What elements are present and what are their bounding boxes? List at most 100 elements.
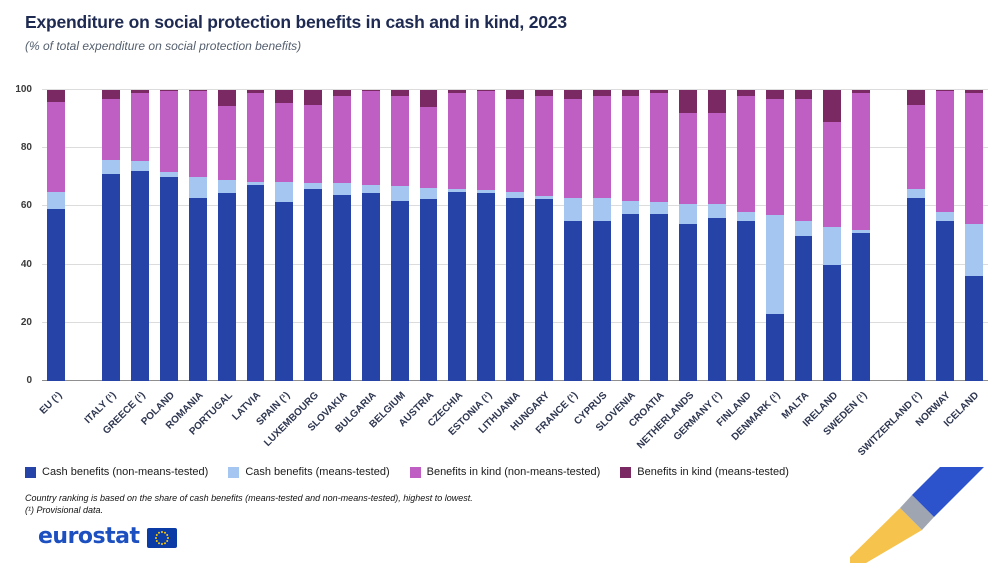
x-label-slot: GERMANY (¹) (672, 384, 732, 466)
bar-segment (131, 161, 150, 172)
bar-segment (679, 223, 698, 381)
bar-segment (188, 197, 207, 381)
bar-segment (246, 181, 265, 185)
bar-slot (270, 90, 299, 381)
bar-segment (852, 90, 871, 93)
bar-segment (333, 90, 351, 96)
bar-slot (760, 90, 789, 381)
stacked-bar (390, 90, 409, 381)
bar-segment (935, 90, 954, 92)
bar-segment (217, 193, 236, 381)
bar-segment (964, 92, 983, 224)
bar-segment (736, 95, 755, 213)
bar-segment (160, 91, 178, 172)
eu-flag-icon (146, 527, 177, 548)
bar-segment (188, 177, 207, 198)
bar-segment (592, 95, 611, 198)
bar-segment (217, 180, 236, 194)
bar-segment (592, 90, 611, 96)
bar-segment (794, 90, 813, 99)
bar-segment (907, 197, 925, 381)
bar-segment (390, 186, 409, 201)
bar-segment (650, 90, 669, 93)
bar-segment (448, 188, 467, 192)
bar-segment (563, 220, 582, 381)
bar-segment (506, 197, 524, 381)
bar-segment (736, 212, 755, 221)
x-label-slot: EU (¹) (38, 384, 71, 466)
bar-segment (765, 215, 784, 315)
bar-slot (587, 90, 616, 381)
bar-segment (102, 98, 121, 160)
bar-segment (304, 90, 323, 105)
legend-swatch-icon (25, 466, 36, 478)
stacked-bar (823, 90, 842, 381)
group-gap (71, 384, 97, 466)
x-label-slot: LATVIA (230, 384, 270, 466)
bar-segment (217, 106, 236, 181)
eurostat-logo: eurostat (38, 524, 177, 549)
bar-segment (246, 184, 265, 381)
bar-segment (823, 226, 842, 265)
bar-segment (534, 199, 553, 381)
plot-area (42, 89, 988, 381)
bar-segment (131, 92, 150, 162)
legend-label: Benefits in kind (means-tested) (637, 466, 789, 478)
stacked-bar (419, 90, 438, 381)
bar-slot (299, 90, 328, 381)
legend-label: Cash benefits (non-means-tested) (42, 466, 209, 478)
bar-segment (964, 90, 983, 93)
legend-item: Cash benefits (means-tested) (228, 466, 390, 478)
bar-segment (160, 177, 178, 381)
bar-segment (477, 190, 496, 194)
bar-segment (650, 213, 669, 381)
bar-segment (102, 90, 121, 99)
bar-segment (736, 90, 755, 96)
stacked-bar (765, 90, 784, 381)
x-label-slot: AUSTRIA (397, 384, 443, 466)
bar-segment (419, 187, 438, 200)
x-axis-labels: EU (¹) ITALY (¹) GREECE (¹) POLAND ROMANIA PO… (38, 384, 988, 466)
bar-segment (621, 200, 640, 214)
bar-segment (935, 212, 954, 221)
page-title: Expenditure on social protection benefit… (25, 12, 567, 32)
stacked-bar (506, 90, 524, 381)
x-label-slot: SWITZERLAND (¹) (856, 384, 931, 466)
bar-segment (188, 90, 207, 92)
bar-slot (645, 90, 674, 381)
bar-slot (183, 90, 212, 381)
bar-segment (275, 202, 294, 381)
legend-item: Benefits in kind (means-tested) (620, 466, 789, 478)
decorative-ribbon-graphic (850, 467, 984, 563)
y-axis-tick-label: 0 (26, 375, 32, 386)
bar-segment (708, 203, 726, 219)
x-axis-label: EU (¹) (37, 390, 65, 417)
bar-segment (964, 276, 983, 381)
bar-segment (361, 184, 380, 194)
bar-segment (708, 90, 726, 114)
bar-segment (823, 264, 842, 381)
legend-swatch-icon (228, 466, 240, 478)
bar-segment (188, 91, 207, 178)
bar-segment (160, 171, 178, 178)
y-axis-tick-label: 60 (20, 200, 32, 212)
stacked-bar (534, 90, 553, 381)
legend-label: Benefits in kind (non-means-tested) (426, 466, 601, 478)
stacked-bar (188, 90, 207, 381)
x-label-slot: PORTUGAL (187, 384, 241, 466)
bar-segment (217, 90, 236, 107)
stacked-bar (448, 90, 467, 381)
bar-segment (736, 220, 755, 381)
y-axis-tick-label: 20 (20, 316, 32, 328)
bar-segment (534, 90, 553, 96)
bar-segment (419, 107, 438, 188)
bar-slot (443, 90, 472, 381)
bar-segment (534, 95, 553, 197)
bar-segment (47, 191, 66, 210)
bar-segment (650, 202, 669, 214)
bar-slot (42, 90, 71, 381)
bar-segment (852, 92, 871, 230)
stacked-bar (650, 90, 669, 381)
footnote-provisional: (¹) Provisional data. (25, 505, 104, 516)
